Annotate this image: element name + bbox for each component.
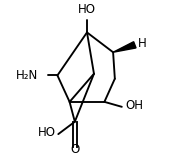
Text: OH: OH bbox=[125, 99, 143, 112]
Polygon shape bbox=[113, 42, 136, 52]
Text: H₂N: H₂N bbox=[16, 69, 38, 82]
Text: HO: HO bbox=[78, 3, 96, 16]
Text: HO: HO bbox=[38, 126, 56, 139]
Text: O: O bbox=[70, 143, 80, 156]
Text: H: H bbox=[137, 37, 146, 50]
